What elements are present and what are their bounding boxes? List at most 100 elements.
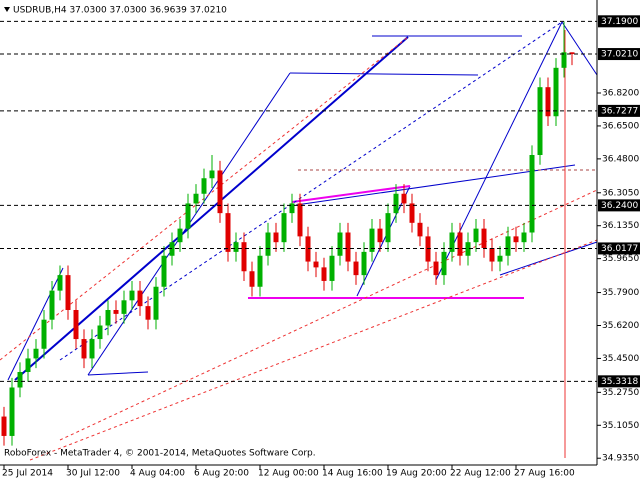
- candle-body: [273, 232, 279, 243]
- symbol-icon: [4, 7, 10, 12]
- candle-body: [249, 271, 255, 287]
- level-label: 36.7277: [601, 106, 638, 116]
- candle-body: [81, 339, 87, 359]
- candle-body: [1, 416, 7, 436]
- candle-body: [225, 213, 231, 252]
- level-label-box: [598, 242, 640, 255]
- candle-body: [393, 193, 399, 214]
- candle-body: [361, 251, 367, 276]
- channel-line: [59, 21, 563, 361]
- candle-body: [569, 52, 575, 55]
- x-tick-label: 12 Aug 00:00: [258, 469, 319, 479]
- candle-body: [137, 290, 143, 307]
- x-tick-label: 30 Jul 12:00: [66, 469, 120, 479]
- footer: RoboForex - MetaTrader 4, © 2001-2014, M…: [4, 449, 316, 459]
- candle-body: [473, 228, 479, 243]
- candle-body: [441, 251, 447, 276]
- candle-body: [553, 67, 559, 117]
- level-label-box: [598, 199, 640, 212]
- candle-body: [265, 232, 271, 256]
- level-label-box: [598, 104, 640, 117]
- candle-body: [513, 236, 519, 243]
- range-line: [291, 185, 411, 203]
- y-tick-label: 36.8200: [602, 89, 639, 99]
- y-tick-label: 36.3050: [602, 188, 639, 198]
- level-label: 37.0210: [601, 50, 638, 60]
- candle-body: [233, 242, 239, 252]
- x-tick-label: 25 Jul 2014: [2, 469, 53, 479]
- channel-line: [29, 239, 598, 461]
- candle-body: [481, 228, 487, 248]
- y-tick-label: 35.9650: [602, 254, 639, 264]
- candle-body: [489, 248, 495, 262]
- candle-body: [465, 242, 471, 256]
- candle-body: [529, 155, 535, 233]
- y-tick-label: 35.2750: [602, 388, 639, 398]
- candle-body: [113, 310, 119, 314]
- candle-body: [321, 267, 327, 281]
- trend-line: [7, 267, 64, 381]
- candle-body: [537, 87, 543, 155]
- y-tick-label: 36.1350: [602, 221, 639, 231]
- candle-body: [57, 275, 63, 291]
- candle-body: [193, 193, 199, 204]
- trend-line: [289, 72, 479, 76]
- candle-body: [417, 222, 423, 237]
- level-label: 36.0177: [601, 244, 638, 254]
- candle-body: [521, 232, 527, 243]
- candle-body: [385, 213, 391, 243]
- candle-body: [297, 203, 303, 237]
- candle-body: [545, 87, 551, 117]
- chart-title: USDRUB,H4 37.0300 37.0300 36.9639 37.021…: [13, 6, 227, 16]
- x-tick-label: 27 Aug 16:00: [514, 469, 575, 479]
- candle-body: [409, 203, 415, 223]
- candle-body: [201, 178, 207, 194]
- trend-line: [295, 164, 576, 206]
- candle-body: [145, 306, 151, 320]
- candle-body: [241, 242, 247, 272]
- candle-body: [41, 319, 47, 349]
- y-tick-label: 35.1050: [602, 421, 639, 431]
- candle-body: [337, 232, 343, 256]
- candle-body: [73, 310, 79, 340]
- candle-body: [257, 255, 263, 287]
- candle-body: [561, 52, 567, 68]
- y-tick-label: 35.6200: [602, 321, 639, 331]
- candle-body: [345, 232, 351, 262]
- candle-body: [209, 170, 215, 179]
- candle-body: [49, 290, 55, 320]
- trend-line: [356, 185, 411, 297]
- candle-body: [25, 358, 31, 372]
- candle-body: [401, 193, 407, 204]
- candle-body: [121, 300, 127, 314]
- level-label: 36.2400: [601, 201, 638, 211]
- candle-body: [369, 228, 375, 252]
- level-label-box: [598, 48, 640, 61]
- candle-body: [377, 228, 383, 243]
- candle-body: [449, 232, 455, 252]
- candle-body: [313, 261, 319, 268]
- x-tick-label: 4 Aug 04:00: [130, 469, 185, 479]
- trend-line: [561, 21, 598, 76]
- candle-body: [497, 255, 503, 262]
- candle-body: [281, 213, 287, 243]
- candle-body: [185, 203, 191, 229]
- candle-body: [97, 325, 103, 340]
- candle-body: [217, 170, 223, 214]
- y-tick-label: 36.4800: [602, 154, 639, 164]
- x-tick-label: 19 Aug 20:00: [386, 469, 447, 479]
- level-label: 37.1900: [601, 17, 638, 27]
- candle-body: [329, 255, 335, 281]
- candle-body: [9, 387, 15, 436]
- x-tick-label: 14 Aug 16:00: [322, 469, 383, 479]
- candle-body: [425, 236, 431, 262]
- level-label: 35.3318: [601, 377, 638, 387]
- x-tick-label: 22 Aug 12:00: [450, 469, 511, 479]
- candle-body: [169, 242, 175, 256]
- y-tick-label: 35.7900: [602, 288, 639, 298]
- trend-line: [435, 21, 563, 281]
- trend-line: [14, 36, 409, 381]
- candle-body: [161, 255, 167, 287]
